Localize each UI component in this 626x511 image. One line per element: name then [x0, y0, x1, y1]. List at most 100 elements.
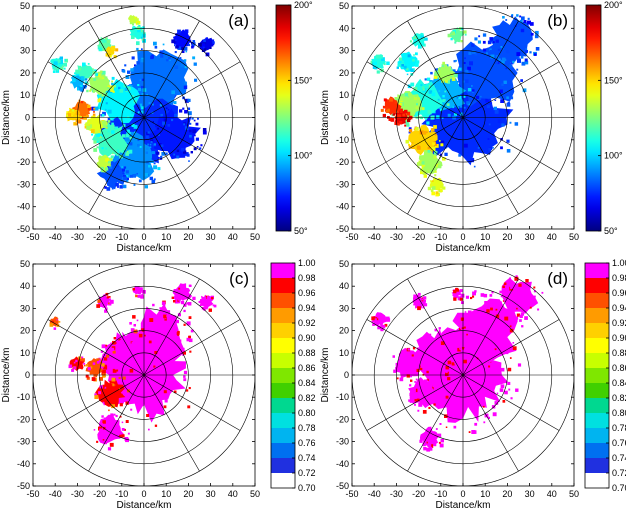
panel-a-region-speckle — [173, 153, 176, 156]
panel-c-region-speckle — [85, 364, 89, 367]
panel-b-region-speckle — [450, 38, 453, 41]
panel-a-region-speckle — [176, 156, 179, 159]
panel-b-region-speckle — [487, 138, 490, 140]
colorbar-bin — [271, 263, 295, 279]
panel-a-region-speckle — [148, 159, 153, 163]
colorbar-tick-label-50: 50° — [604, 226, 618, 236]
panel-b-region-speckle — [411, 141, 414, 144]
y-tick-label-30: 30 — [20, 303, 30, 313]
panel-a-region-speckle — [53, 67, 57, 71]
panel-b-region-speckle — [501, 83, 504, 86]
panel-c-region-speckle — [99, 428, 103, 432]
panel-a-region-speckle — [80, 116, 82, 118]
panel-c-region-speckle — [94, 393, 97, 396]
panel-b-region-speckle — [520, 79, 523, 82]
panel-d-region-speckle — [467, 310, 472, 315]
panel-a-region-speckle — [191, 117, 194, 120]
panel-d-region-speckle — [416, 352, 420, 356]
panel-b-region-speckle — [398, 121, 403, 125]
panel-a-region-speckle — [150, 139, 154, 143]
panel-b-region-speckle — [524, 60, 529, 65]
panel-a-region-speckle — [131, 84, 133, 87]
panel-a-region-speckle — [169, 59, 171, 61]
panel-a-region-speckle — [152, 151, 155, 155]
panel-b-region-speckle — [406, 73, 409, 76]
panel-c-region-speckle — [106, 296, 109, 299]
panel-d-region-speckle — [500, 295, 503, 298]
panel-c-region-speckle — [121, 421, 124, 424]
panel-c-region-speckle — [174, 299, 179, 304]
panel-a-region-speckle — [179, 109, 183, 113]
panel-c-region-speckle — [117, 436, 121, 439]
panel-a-region-speckle — [62, 65, 64, 68]
panel-b-region-speckle — [442, 99, 445, 103]
panel-a-region-speckle — [202, 40, 207, 45]
panel-c-region-speckle — [180, 300, 185, 305]
panel-b-region-speckle — [433, 119, 436, 121]
panel-a-region-speckle — [141, 38, 144, 41]
panel-a-region-speckle — [127, 70, 131, 74]
panel-a-region-speckle — [129, 174, 133, 178]
panel-a-region-speckle — [193, 134, 196, 137]
panel-a-region-speckle — [64, 59, 67, 61]
panel-c-region-speckle — [178, 287, 181, 290]
panel-d-region-speckle — [419, 439, 423, 443]
panel-d-region-speckle — [507, 312, 511, 317]
panel-c-region-speckle — [102, 373, 105, 376]
panel-b-region-speckle — [388, 117, 392, 121]
panel-b-region-speckle — [447, 113, 451, 117]
x-tick-label-m20: -20 — [412, 232, 425, 242]
panel-d-region-speckle — [417, 409, 420, 412]
panel-a-region-speckle — [91, 133, 94, 136]
panel-c-region-speckle — [163, 314, 167, 319]
y-tick-label-m40: -40 — [336, 202, 349, 212]
panel-a-region-speckle — [129, 116, 132, 119]
panel-c-region-speckle — [181, 347, 185, 351]
panel-b-region-speckle — [444, 152, 448, 156]
panel-b-region-speckle — [489, 49, 493, 53]
panel-a-region-speckle — [162, 43, 165, 46]
panel-c-region-speckle — [176, 342, 178, 344]
radial-60deg — [143, 61, 241, 118]
panel-c-region-speckle — [116, 369, 119, 372]
panel-a-region-speckle — [117, 151, 120, 154]
panel-b-region-speckle — [519, 15, 522, 18]
panel-d-region-speckle — [432, 385, 435, 388]
panel-d-region-speckle — [451, 362, 455, 366]
panel-d-region-speckle — [498, 301, 501, 305]
panel-c-region-speckle — [177, 351, 180, 354]
panel-b-region-speckle — [380, 108, 384, 112]
panel-a-region-speckle — [107, 120, 111, 123]
panel-c-region-speckle — [103, 417, 106, 420]
panel-d-region-speckle — [428, 339, 432, 343]
panel-a-region-speckle — [174, 65, 179, 69]
colorbar-bin — [271, 443, 295, 459]
panel-d-region-speckle — [482, 402, 485, 405]
x-tick-label-m30: -30 — [71, 232, 84, 242]
panel-c-region-speckle — [159, 358, 163, 362]
panel-a-region — [198, 37, 215, 57]
panel-a-region-speckle — [180, 46, 185, 51]
panel-b-region-speckle — [415, 95, 418, 98]
panel-c-region-speckle — [178, 301, 181, 304]
panel-d-region-speckle — [453, 296, 456, 299]
panel-a-region-speckle — [166, 108, 171, 113]
panel-d-region-speckle — [403, 350, 407, 354]
panel-c-region-speckle — [96, 361, 100, 364]
panel-b-region-speckle — [438, 90, 441, 92]
panel-a-region-speckle — [175, 45, 179, 49]
panel-a-region-speckle — [107, 109, 112, 114]
panel-d-region-speckle — [507, 381, 511, 385]
panel-c-region-speckle — [56, 318, 58, 321]
panel-b-region-speckle — [409, 40, 412, 43]
panel-c-region-speckle — [75, 359, 78, 363]
panel-d-region-speckle — [453, 414, 457, 418]
panel-c-region-speckle — [208, 308, 212, 312]
panel-b-region-speckle — [520, 28, 525, 33]
panel-d-region-speckle — [452, 343, 456, 348]
panel-c-region — [94, 376, 130, 412]
panel-b-region-speckle — [501, 123, 505, 127]
panel-a-region-speckle — [183, 47, 188, 51]
panel-a-region-speckle — [110, 118, 112, 120]
panel-d-region-speckle — [453, 289, 457, 294]
